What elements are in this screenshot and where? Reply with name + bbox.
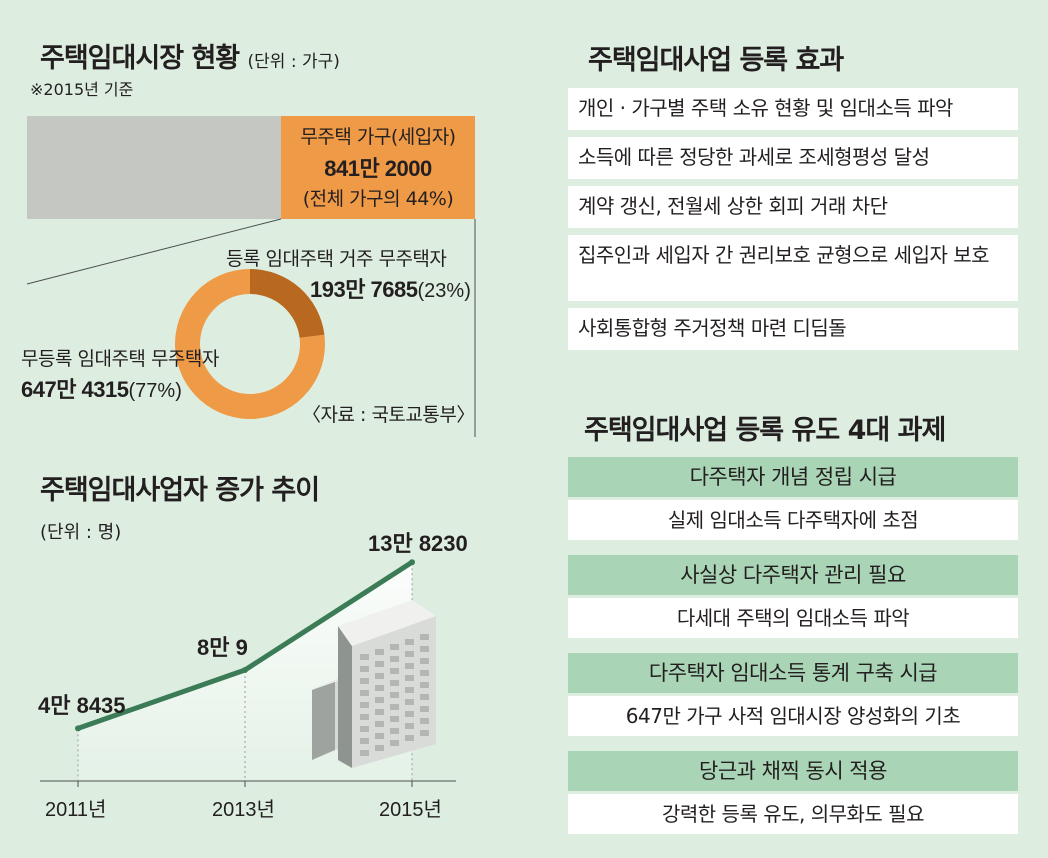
building-window	[360, 678, 369, 684]
registered-value: 193만 7685	[310, 277, 418, 302]
x-tick-label: 2015년	[379, 799, 442, 821]
building-window	[405, 675, 414, 681]
building-window	[375, 745, 384, 751]
data-label: 4만 8435	[38, 693, 126, 719]
status-basis: ※2015년 기준	[30, 80, 134, 99]
building-window	[375, 721, 384, 727]
tasks-title: 주택임대사업 등록 유도 4대 과제	[584, 415, 946, 446]
line-point	[242, 666, 248, 673]
building-window	[375, 673, 384, 679]
x-tick-label: 2013년	[212, 799, 275, 821]
building-small-side	[312, 680, 335, 760]
zoom-line-left	[26, 218, 282, 285]
source-note: 〈자료 : 국토교통부〉	[302, 404, 475, 426]
line-chart	[40, 559, 456, 787]
building-window	[360, 654, 369, 660]
building-window	[405, 687, 414, 693]
donut-chart	[26, 218, 476, 437]
registered-pct: (23%)	[417, 280, 471, 302]
effect-item: 집주인과 세입자 간 권리보호 균형으로 세입자 보호	[568, 235, 1018, 301]
building-window	[360, 750, 369, 756]
building-window	[360, 738, 369, 744]
building-window	[360, 726, 369, 732]
unregistered-pct: (77%)	[128, 380, 182, 402]
building-window	[420, 694, 429, 700]
building-window	[360, 690, 369, 696]
building-window	[390, 656, 399, 662]
building-window	[375, 685, 384, 691]
unregistered-value: 647만 4315	[21, 377, 129, 402]
building-window	[420, 706, 429, 712]
total-households-bar	[27, 116, 282, 219]
building-window	[405, 651, 414, 657]
building-window	[405, 711, 414, 717]
building-window	[375, 697, 384, 703]
task-detail: 강력한 등록 유도, 의무화도 필요	[568, 794, 1018, 834]
building-window	[390, 680, 399, 686]
building-window	[420, 646, 429, 652]
building-window	[390, 716, 399, 722]
building-window	[375, 733, 384, 739]
registered-value-group: 193만 7685(23%)	[310, 272, 471, 304]
effect-item: 소득에 따른 정당한 과세로 조세형평성 달성	[568, 137, 1018, 179]
building-window	[360, 702, 369, 708]
building-window	[420, 682, 429, 688]
building-window	[390, 644, 399, 650]
building-window	[405, 663, 414, 669]
building-window	[420, 670, 429, 676]
homeless-share: (전체 가구의 44%)	[302, 188, 454, 210]
building-illustration	[312, 600, 436, 768]
building-window	[420, 718, 429, 724]
task-heading: 다주택자 개념 정립 시급	[568, 457, 1018, 497]
task-heading: 당근과 채찍 동시 적용	[568, 751, 1018, 791]
building-window	[375, 649, 384, 655]
data-label: 13만 8230	[368, 531, 468, 557]
unregistered-label: 무등록 임대주택 무주택자	[21, 348, 219, 370]
building-window	[390, 704, 399, 710]
building-window	[420, 730, 429, 736]
growth-unit: (단위 : 명)	[40, 522, 122, 543]
homeless-households-box: 무주택 가구(세입자) 841만 2000 (전체 가구의 44%)	[281, 116, 475, 219]
building-window	[360, 666, 369, 672]
building-window	[420, 658, 429, 664]
building-window	[405, 723, 414, 729]
effect-item: 사회통합형 주거정책 마련 디딤돌	[568, 308, 1018, 350]
building-window	[390, 740, 399, 746]
task-heading: 사실상 다주택자 관리 필요	[568, 555, 1018, 595]
homeless-label: 무주택 가구(세입자)	[300, 126, 456, 148]
growth-title: 주택임대사업자 증가 추이	[40, 475, 320, 506]
line-point	[409, 559, 415, 566]
effects-title: 주택임대사업 등록 효과	[588, 45, 844, 76]
building-main-roof	[338, 600, 436, 646]
task-detail: 실제 임대소득 다주택자에 초점	[568, 500, 1018, 540]
status-title: 주택임대시장 현황 (단위 : 가구)	[40, 43, 340, 74]
building-window	[375, 709, 384, 715]
donut-slice-unregistered	[174, 269, 325, 419]
x-tick-label: 2011년	[45, 799, 107, 821]
homeless-value: 841만 2000	[324, 156, 432, 181]
building-window	[375, 661, 384, 667]
task-detail: 다세대 주택의 임대소득 파악	[568, 598, 1018, 638]
building-window	[390, 692, 399, 698]
effect-item: 개인 · 가구별 주택 소유 현황 및 임대소득 파악	[568, 88, 1018, 130]
line-point	[75, 725, 81, 732]
building-window	[390, 728, 399, 734]
building-window	[360, 714, 369, 720]
building-window	[390, 668, 399, 674]
registered-label: 등록 임대주택 거주 무주택자	[226, 248, 447, 270]
task-heading: 다주택자 임대소득 통계 구축 시급	[568, 653, 1018, 693]
building-main-side	[338, 626, 352, 768]
task-detail: 647만 가구 사적 임대시장 양성화의 기초	[568, 696, 1018, 736]
data-label: 8만 9	[197, 634, 248, 660]
building-window	[405, 639, 414, 645]
status-unit: (단위 : 가구)	[247, 52, 340, 72]
effect-item: 계약 갱신, 전월세 상한 회피 거래 차단	[568, 186, 1018, 228]
building-window	[405, 699, 414, 705]
unregistered-value-group: 647만 4315(77%)	[21, 372, 182, 404]
building-window	[405, 735, 414, 741]
donut-slice-registered	[250, 269, 325, 338]
building-window	[420, 634, 429, 640]
